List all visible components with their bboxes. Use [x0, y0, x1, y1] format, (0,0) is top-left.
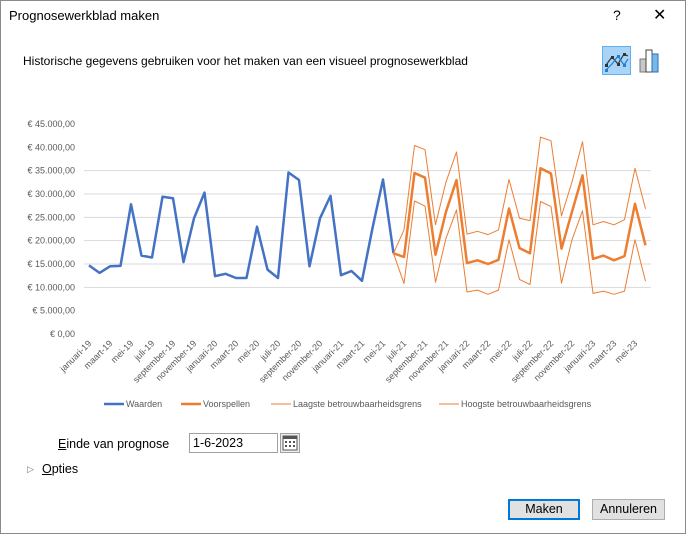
x-tick-label: mei-19 [109, 338, 136, 365]
series-line-2 [393, 167, 647, 266]
create-button[interactable]: Maken [508, 499, 580, 520]
series-line-4 [393, 136, 646, 254]
close-button[interactable]: ✕ [653, 7, 667, 24]
y-tick-label: € 45.000,00 [27, 119, 75, 129]
x-tick-label: mei-23 [613, 338, 640, 365]
y-tick-label: € 30.000,00 [27, 189, 75, 199]
x-tick-label: mei-20 [235, 338, 262, 365]
legend-label: Voorspellen [203, 399, 250, 409]
calendar-icon[interactable] [280, 433, 300, 453]
line-chart-icon[interactable] [602, 46, 631, 75]
legend-label: Laagste betrouwbaarheidsgrens [293, 399, 422, 409]
forecast-end-input[interactable] [189, 433, 278, 453]
y-tick-label: € 20.000,00 [27, 236, 75, 246]
expand-triangle-icon[interactable]: ▷ [27, 464, 34, 474]
y-tick-label: € 35.000,00 [27, 166, 75, 176]
y-tick-label: € 25.000,00 [27, 212, 75, 222]
series-line-3 [393, 200, 646, 295]
forecast-end-label: Einde van prognose [58, 437, 170, 451]
legend-label: Hoogste betrouwbaarheidsgrens [461, 399, 592, 409]
dialog-subtitle: Historische gegevens gebruiken voor het … [23, 54, 468, 68]
options-toggle[interactable]: Opties [42, 462, 79, 476]
help-button[interactable]: ? [613, 7, 621, 23]
x-tick-label: mei-22 [487, 338, 514, 365]
y-tick-label: € 0,00 [50, 329, 75, 339]
y-tick-label: € 40.000,00 [27, 142, 75, 152]
legend-label: Waarden [126, 399, 162, 409]
y-tick-label: € 15.000,00 [27, 259, 75, 269]
y-tick-label: € 5.000,00 [32, 306, 75, 316]
forecast-chart: € 0,00 € 5.000,00 € 10.000,00 € 15.000,00 € … [27, 119, 651, 409]
cancel-button[interactable]: Annuleren [592, 499, 665, 520]
y-tick-label: € 10.000,00 [27, 282, 75, 292]
dialog-title: Prognosewerkblad maken [9, 8, 160, 23]
x-tick-label: mei-21 [361, 338, 388, 365]
column-chart-icon[interactable] [639, 47, 663, 75]
series-line-1 [88, 171, 395, 283]
